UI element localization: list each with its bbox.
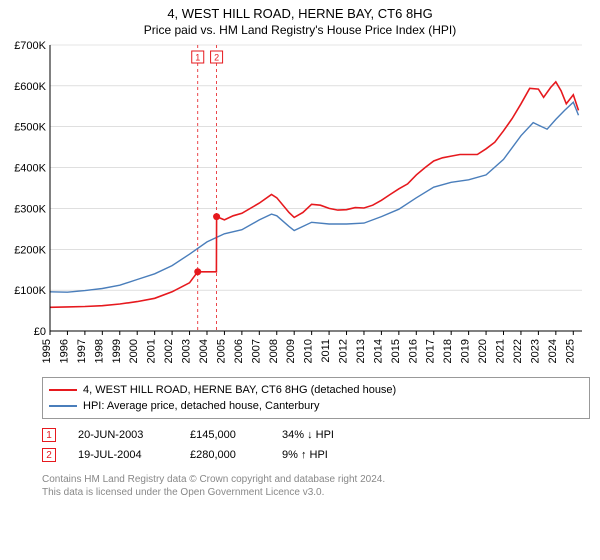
- footer-line: Contains HM Land Registry data © Crown c…: [42, 473, 590, 486]
- legend-item: HPI: Average price, detached house, Cant…: [49, 398, 583, 414]
- svg-text:£700K: £700K: [14, 41, 46, 52]
- svg-text:2000: 2000: [128, 339, 140, 363]
- sale-delta: 34% ↓ HPI: [282, 429, 334, 441]
- svg-text:2021: 2021: [495, 339, 507, 363]
- svg-text:2023: 2023: [529, 339, 541, 363]
- sale-marker-icon: 2: [42, 448, 56, 462]
- svg-text:2016: 2016: [407, 339, 419, 363]
- legend-swatch: [49, 405, 77, 407]
- svg-text:2015: 2015: [390, 339, 402, 363]
- svg-text:2018: 2018: [442, 339, 454, 363]
- page-title: 4, WEST HILL ROAD, HERNE BAY, CT6 8HG: [0, 0, 600, 21]
- price-chart: £0 £100K £200K £300K £400K £500K £600K £700K 1 2 1…: [8, 41, 590, 371]
- svg-text:2001: 2001: [146, 339, 158, 363]
- svg-text:1997: 1997: [76, 339, 88, 363]
- svg-text:£600K: £600K: [14, 81, 46, 93]
- svg-text:2025: 2025: [564, 339, 576, 363]
- legend-box: 4, WEST HILL ROAD, HERNE BAY, CT6 8HG (d…: [42, 377, 590, 419]
- svg-text:£300K: £300K: [14, 203, 46, 215]
- svg-text:2002: 2002: [163, 339, 175, 363]
- svg-text:£500K: £500K: [14, 122, 46, 134]
- svg-text:1999: 1999: [111, 339, 123, 363]
- svg-text:2008: 2008: [268, 339, 280, 363]
- svg-text:£0: £0: [34, 326, 46, 338]
- svg-text:2009: 2009: [285, 339, 297, 363]
- svg-text:2004: 2004: [198, 339, 210, 363]
- table-row: 1 20-JUN-2003 £145,000 34% ↓ HPI: [42, 425, 590, 445]
- svg-text:2003: 2003: [181, 339, 193, 363]
- svg-text:£400K: £400K: [14, 163, 46, 175]
- svg-text:2019: 2019: [460, 339, 472, 363]
- svg-text:2010: 2010: [303, 339, 315, 363]
- svg-text:2: 2: [214, 53, 219, 63]
- chart-area: £0 £100K £200K £300K £400K £500K £600K £700K 1 2 1…: [8, 41, 590, 371]
- sale-delta: 9% ↑ HPI: [282, 449, 328, 461]
- svg-text:2005: 2005: [215, 339, 227, 363]
- svg-text:2007: 2007: [250, 339, 262, 363]
- sales-table: 1 20-JUN-2003 £145,000 34% ↓ HPI 2 19-JU…: [42, 425, 590, 465]
- svg-text:2014: 2014: [372, 339, 384, 363]
- svg-text:2024: 2024: [547, 339, 559, 363]
- sale-price: £145,000: [190, 429, 260, 441]
- legend-label: 4, WEST HILL ROAD, HERNE BAY, CT6 8HG (d…: [83, 384, 396, 396]
- sale-date: 20-JUN-2003: [78, 429, 168, 441]
- svg-text:1998: 1998: [93, 339, 105, 363]
- legend-label: HPI: Average price, detached house, Cant…: [83, 400, 319, 412]
- svg-text:1: 1: [195, 53, 200, 63]
- svg-text:2022: 2022: [512, 339, 524, 363]
- sale-price: £280,000: [190, 449, 260, 461]
- svg-text:£100K: £100K: [14, 285, 46, 297]
- svg-text:2006: 2006: [233, 339, 245, 363]
- legend-swatch: [49, 389, 77, 391]
- sale-date: 19-JUL-2004: [78, 449, 168, 461]
- svg-text:£200K: £200K: [14, 244, 46, 256]
- svg-text:2013: 2013: [355, 339, 367, 363]
- svg-text:2020: 2020: [477, 339, 489, 363]
- svg-text:1995: 1995: [41, 339, 53, 363]
- svg-text:1996: 1996: [58, 339, 70, 363]
- footer-line: This data is licensed under the Open Gov…: [42, 486, 590, 499]
- legend-item: 4, WEST HILL ROAD, HERNE BAY, CT6 8HG (d…: [49, 382, 583, 398]
- svg-text:2017: 2017: [425, 339, 437, 363]
- page-subtitle: Price paid vs. HM Land Registry's House …: [0, 21, 600, 41]
- svg-text:2012: 2012: [338, 339, 350, 363]
- table-row: 2 19-JUL-2004 £280,000 9% ↑ HPI: [42, 445, 590, 465]
- svg-text:2011: 2011: [320, 339, 332, 363]
- sale-marker-icon: 1: [42, 428, 56, 442]
- footer-attribution: Contains HM Land Registry data © Crown c…: [42, 473, 590, 499]
